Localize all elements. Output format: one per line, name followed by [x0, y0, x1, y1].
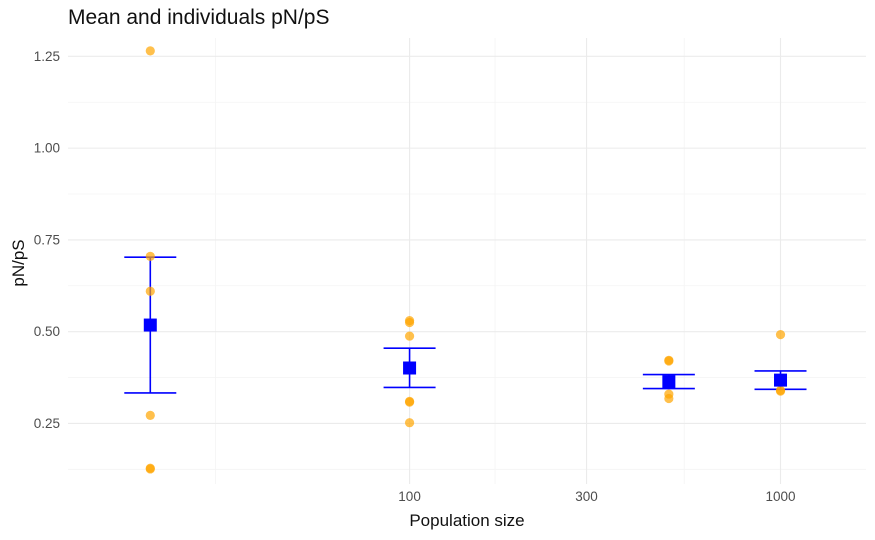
individual-point [404, 418, 415, 428]
y-axis-label: pN/pS [9, 239, 28, 286]
individual-point [664, 356, 674, 366]
y-tick-label: 0.50 [34, 324, 60, 339]
individual-point [664, 393, 674, 404]
error-bars [124, 256, 807, 394]
individual-point [404, 397, 415, 407]
x-tick-label: 100 [398, 489, 421, 504]
y-tick-label: 1.25 [34, 49, 60, 64]
x-axis-label: Population size [409, 511, 524, 530]
individual-point [145, 46, 155, 56]
x-tick-label: 300 [575, 489, 598, 504]
mean-marker [662, 375, 676, 389]
mean-marker [403, 361, 417, 375]
mean-markers [143, 318, 788, 389]
individual-point [145, 251, 155, 262]
individual-point [775, 386, 786, 396]
y-tick-labels: 0.25 0.50 0.75 1.00 1.25 [34, 49, 60, 431]
individual-point [404, 317, 415, 328]
individual-point [145, 464, 155, 474]
chart-title: Mean and individuals pN/pS [68, 6, 330, 29]
y-tick-label: 1.00 [34, 141, 60, 156]
mean-marker [143, 318, 157, 332]
x-tick-label: 1000 [765, 489, 795, 504]
individual-point [404, 331, 415, 341]
individual-point [145, 286, 155, 296]
individual-point [775, 329, 786, 340]
grid [68, 38, 866, 484]
mean-marker [774, 373, 788, 387]
y-tick-label: 0.75 [34, 232, 60, 247]
x-tick-labels: 100 300 1000 [398, 489, 795, 504]
individual-point [145, 410, 155, 420]
y-tick-label: 0.25 [34, 416, 60, 431]
individual-points [145, 46, 786, 474]
